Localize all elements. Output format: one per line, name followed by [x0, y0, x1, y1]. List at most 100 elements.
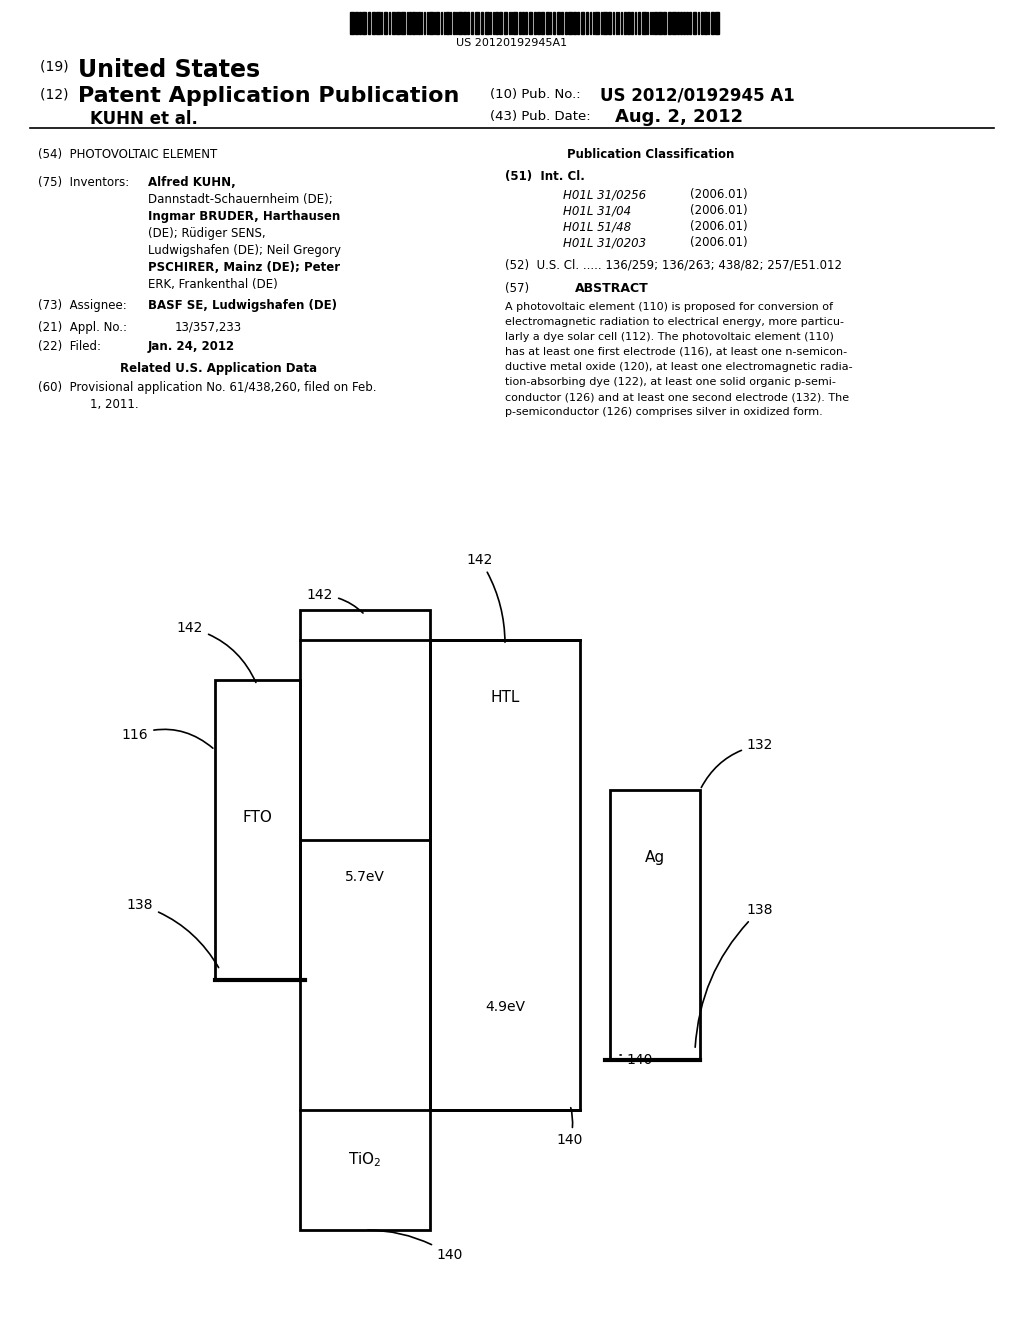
Text: Publication Classification: Publication Classification: [567, 148, 734, 161]
Bar: [553, 12, 555, 34]
Text: (2006.01): (2006.01): [690, 187, 748, 201]
Text: has at least one first electrode (116), at least one n-semicon-: has at least one first electrode (116), …: [505, 347, 847, 356]
Text: (19): (19): [40, 59, 73, 74]
Bar: [600, 12, 602, 34]
Bar: [513, 12, 516, 34]
Text: Ag: Ag: [645, 850, 665, 865]
Bar: [458, 12, 462, 34]
Bar: [401, 12, 404, 34]
Bar: [677, 12, 679, 34]
Text: Aug. 2, 2012: Aug. 2, 2012: [615, 108, 743, 125]
Bar: [686, 12, 687, 34]
Text: (52)  U.S. Cl. ..... 136/259; 136/263; 438/82; 257/E51.012: (52) U.S. Cl. ..... 136/259; 136/263; 43…: [505, 257, 842, 271]
Bar: [467, 12, 469, 34]
Bar: [499, 12, 502, 34]
Text: Alfred KUHN,: Alfred KUHN,: [148, 176, 236, 189]
Text: 140: 140: [368, 1230, 463, 1262]
Text: 142: 142: [467, 553, 505, 643]
Bar: [642, 12, 645, 34]
Bar: [715, 12, 719, 34]
Bar: [631, 12, 633, 34]
Text: H01L 31/0203: H01L 31/0203: [563, 236, 646, 249]
Bar: [593, 12, 594, 34]
Bar: [568, 12, 571, 34]
Bar: [388, 12, 390, 34]
Text: (DE); Rüdiger SENS,: (DE); Rüdiger SENS,: [148, 227, 265, 240]
Text: 142: 142: [307, 587, 364, 612]
Bar: [485, 12, 488, 34]
Bar: [463, 12, 466, 34]
Bar: [590, 12, 591, 34]
Bar: [537, 12, 540, 34]
Bar: [300, 610, 430, 1230]
Bar: [635, 12, 636, 34]
Text: KUHN et al.: KUHN et al.: [90, 110, 198, 128]
Text: (60)  Provisional application No. 61/438,260, filed on Feb.: (60) Provisional application No. 61/438,…: [38, 381, 377, 393]
Bar: [595, 12, 598, 34]
Bar: [470, 12, 473, 34]
Bar: [705, 12, 707, 34]
Bar: [603, 12, 606, 34]
Text: (22)  Filed:: (22) Filed:: [38, 341, 101, 352]
Text: (57): (57): [505, 282, 529, 294]
Bar: [573, 12, 575, 34]
Bar: [525, 12, 526, 34]
Text: (12): (12): [40, 88, 73, 102]
Bar: [475, 12, 478, 34]
Bar: [680, 12, 682, 34]
Bar: [440, 12, 442, 34]
Text: HTL: HTL: [490, 690, 520, 705]
Bar: [453, 12, 455, 34]
Text: (43) Pub. Date:: (43) Pub. Date:: [490, 110, 591, 123]
Text: conductor (126) and at least one second electrode (132). The: conductor (126) and at least one second …: [505, 392, 849, 403]
Text: H01L 31/0256: H01L 31/0256: [563, 187, 646, 201]
Bar: [418, 12, 420, 34]
Text: 140: 140: [620, 1053, 653, 1067]
Bar: [392, 12, 394, 34]
Bar: [627, 12, 630, 34]
Bar: [561, 12, 562, 34]
Text: (10) Pub. No.:: (10) Pub. No.:: [490, 88, 589, 102]
Text: larly a dye solar cell (112). The photovoltaic element (110): larly a dye solar cell (112). The photov…: [505, 333, 834, 342]
Text: United States: United States: [78, 58, 260, 82]
Text: 138: 138: [695, 903, 773, 1047]
Bar: [692, 12, 696, 34]
Bar: [416, 12, 417, 34]
Bar: [654, 12, 656, 34]
Bar: [409, 12, 411, 34]
Text: 13/357,233: 13/357,233: [175, 321, 242, 334]
Text: BASF SE, Ludwigshafen (DE): BASF SE, Ludwigshafen (DE): [148, 300, 337, 312]
Text: 1, 2011.: 1, 2011.: [90, 399, 138, 411]
Text: 142: 142: [177, 620, 256, 682]
Text: Ingmar BRUDER, Harthausen: Ingmar BRUDER, Harthausen: [148, 210, 340, 223]
Text: (75)  Inventors:: (75) Inventors:: [38, 176, 129, 189]
Bar: [504, 12, 507, 34]
Text: 116: 116: [122, 729, 213, 748]
Text: ductive metal oxide (120), at least one electromagnetic radia-: ductive metal oxide (120), at least one …: [505, 362, 853, 372]
Bar: [436, 12, 438, 34]
Bar: [534, 12, 536, 34]
Text: 138: 138: [127, 898, 219, 968]
Bar: [350, 12, 353, 34]
Text: TiO$_2$: TiO$_2$: [348, 1150, 382, 1168]
Text: Jan. 24, 2012: Jan. 24, 2012: [148, 341, 236, 352]
Bar: [384, 12, 386, 34]
Text: (54)  PHOTOVOLTAIC ELEMENT: (54) PHOTOVOLTAIC ELEMENT: [38, 148, 217, 161]
Text: 4.9eV: 4.9eV: [485, 1001, 525, 1014]
Text: (2006.01): (2006.01): [690, 205, 748, 216]
Bar: [638, 12, 640, 34]
Text: US 2012/0192945 A1: US 2012/0192945 A1: [600, 86, 795, 104]
Text: tion-absorbing dye (122), at least one solid organic p-semi-: tion-absorbing dye (122), at least one s…: [505, 378, 836, 387]
Bar: [689, 12, 690, 34]
Bar: [668, 12, 671, 34]
Bar: [564, 12, 567, 34]
Text: 5.7eV: 5.7eV: [345, 870, 385, 884]
Bar: [396, 12, 399, 34]
Text: Ludwigshafen (DE); Neil Gregory: Ludwigshafen (DE); Neil Gregory: [148, 244, 341, 257]
Text: (21)  Appl. No.:: (21) Appl. No.:: [38, 321, 127, 334]
Bar: [355, 12, 357, 34]
Bar: [646, 12, 648, 34]
Text: (73)  Assignee:: (73) Assignee:: [38, 300, 127, 312]
Text: (51)  Int. Cl.: (51) Int. Cl.: [505, 170, 585, 183]
Bar: [701, 12, 702, 34]
